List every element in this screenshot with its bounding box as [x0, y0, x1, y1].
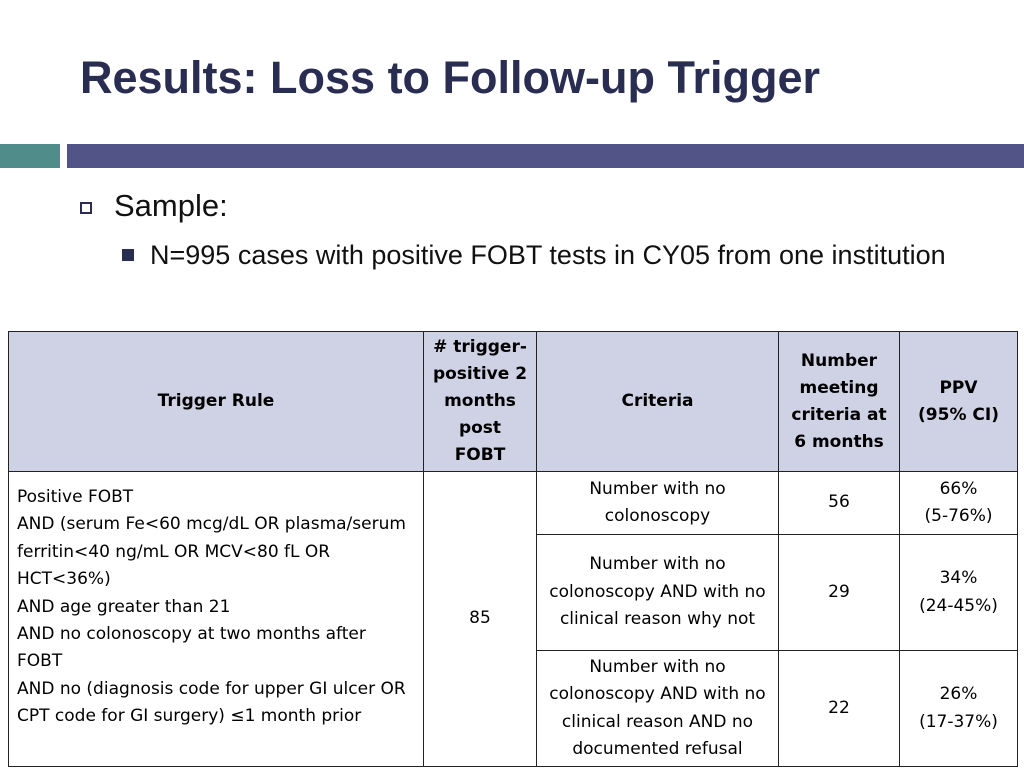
rule-line: AND no colonoscopy at two months after F…	[17, 624, 366, 672]
bullet-sample: Sample:	[80, 188, 228, 224]
ppv-ci: (17-37%)	[919, 711, 998, 732]
header-number-meeting: Number meeting criteria at 6 months	[778, 331, 900, 472]
header-trigger-positive: # trigger-positive 2 months post FOBT	[423, 331, 537, 472]
header-criteria: Criteria	[536, 331, 779, 472]
bullet-sample-text: Sample:	[114, 188, 228, 223]
rule-line: AND no (diagnosis code for upper GI ulce…	[17, 678, 406, 727]
header-ppv-label: PPV	[939, 377, 978, 398]
ppv-cell: 66% (5-76%)	[899, 471, 1018, 535]
slide-title: Results: Loss to Follow-up Trigger	[80, 52, 821, 103]
table-header-row: Trigger Rule # trigger-positive 2 months…	[8, 331, 1018, 472]
ppv-value: 66%	[939, 478, 978, 499]
ppv-value: 26%	[939, 684, 978, 705]
ppv-ci: (24-45%)	[919, 595, 998, 616]
results-table: Trigger Rule # trigger-positive 2 months…	[8, 331, 1018, 767]
table-row: Number with no colonoscopy AND with no c…	[9, 534, 1018, 651]
ppv-cell: 34% (24-45%)	[899, 534, 1018, 651]
accent-band-indigo	[67, 144, 1024, 168]
ppv-ci: (5-76%)	[924, 506, 993, 526]
ppv-value: 34%	[939, 568, 978, 589]
rule-line: AND age greater than 21	[17, 596, 231, 617]
number-cell: 29	[778, 534, 900, 651]
ppv-cell: 26% (17-37%)	[899, 650, 1018, 767]
criteria-cell: Number with no colonoscopy	[536, 471, 779, 535]
rule-line: AND (serum Fe<60 mcg/dL OR plasma/serum …	[17, 514, 406, 590]
header-trigger-rule: Trigger Rule	[8, 331, 424, 472]
rule-line: Positive FOBT	[17, 487, 134, 507]
criteria-cell: Number with no colonoscopy AND with no c…	[536, 534, 779, 651]
criteria-cell: Number with no colonoscopy AND with no c…	[536, 650, 779, 767]
trigger-rule-cell: Positive FOBT AND (serum Fe<60 mcg/dL OR…	[8, 471, 424, 767]
table-row: Positive FOBT AND (serum Fe<60 mcg/dL OR…	[8, 471, 1018, 767]
header-ppv-ci: (95% CI)	[918, 404, 999, 425]
bullet-sample-detail: N=995 cases with positive FOBT tests in …	[120, 236, 960, 274]
bullet-sample-detail-text: N=995 cases with positive FOBT tests in …	[150, 240, 946, 270]
number-cell: 56	[778, 471, 900, 535]
trigger-positive-count: 85	[423, 471, 537, 767]
hollow-square-bullet-icon	[80, 202, 92, 214]
accent-band-teal	[0, 144, 60, 168]
table-row: Number with no colonoscopy AND with no c…	[9, 650, 1018, 767]
filled-square-bullet-icon	[122, 249, 134, 261]
header-ppv: PPV (95% CI)	[899, 331, 1018, 472]
number-cell: 22	[778, 650, 900, 767]
